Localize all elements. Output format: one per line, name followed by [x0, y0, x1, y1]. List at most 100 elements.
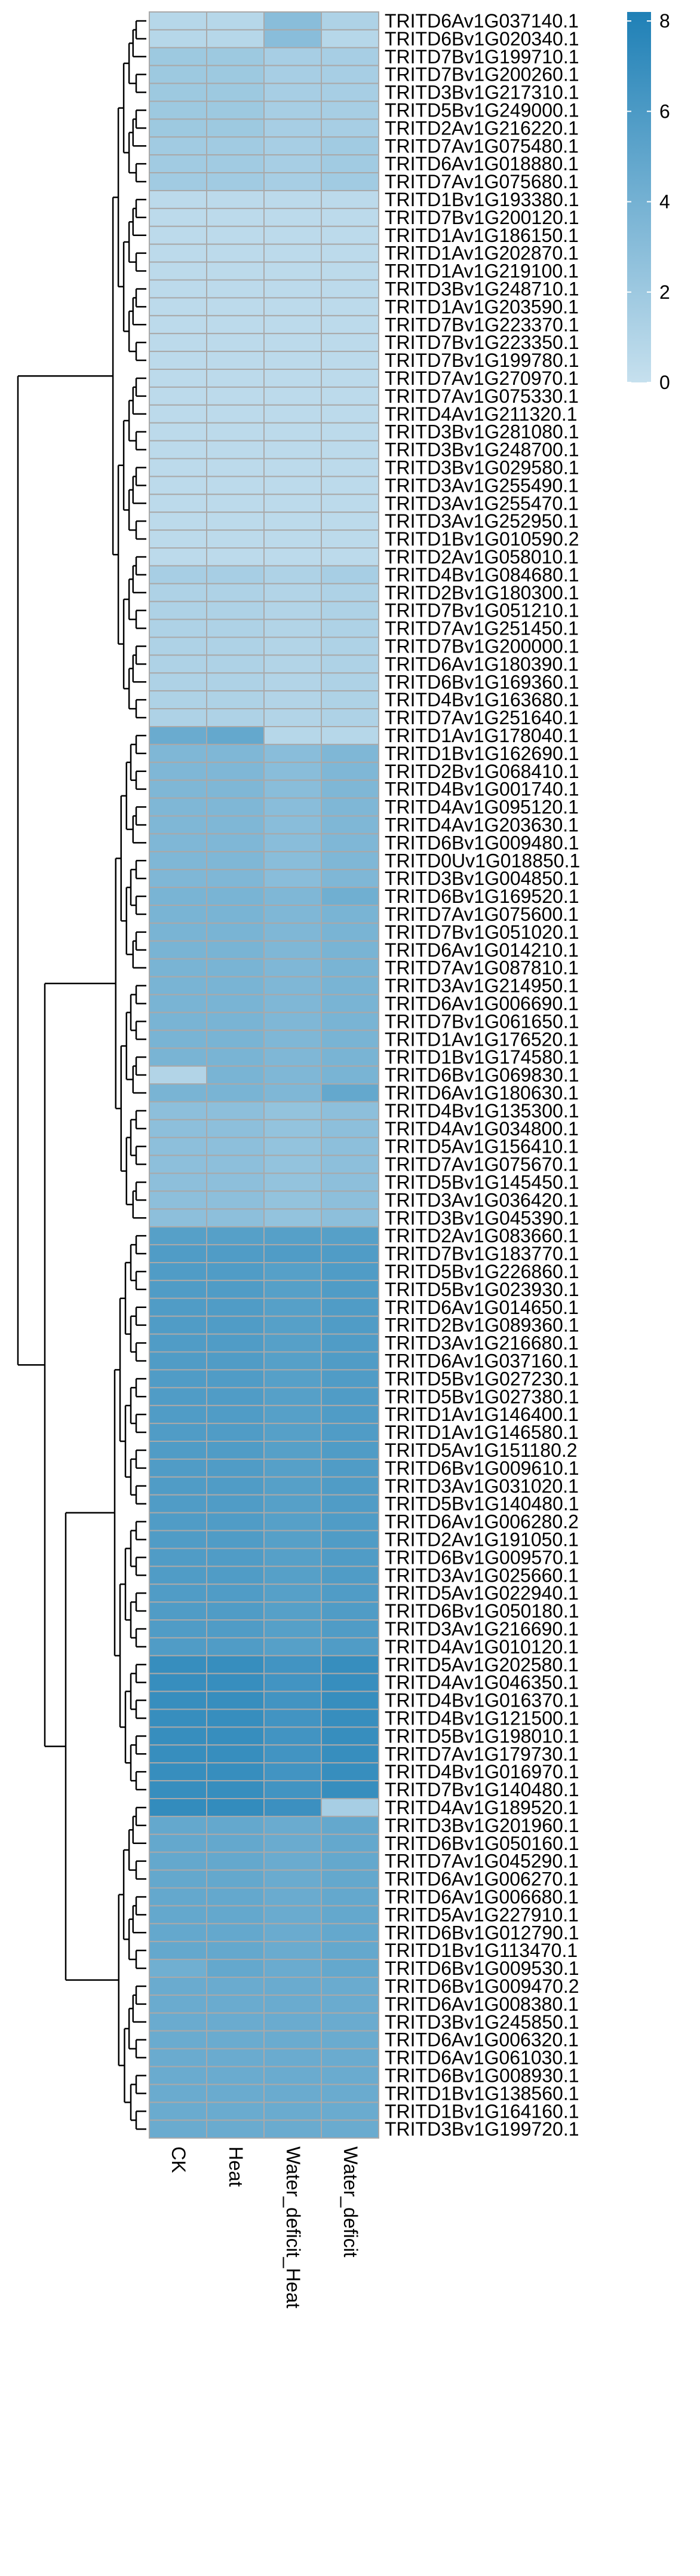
row-label: TRITD6Bv1G169520.1 — [385, 886, 579, 907]
heatmap-cell — [206, 1476, 265, 1496]
row-label: TRITD7Bv1G199780.1 — [385, 350, 579, 371]
legend-tick-label: 6 — [659, 100, 670, 122]
heatmap-cell — [321, 851, 379, 871]
row-label: TRITD3Bv1G248700.1 — [385, 439, 579, 461]
heatmap-cell — [263, 1154, 322, 1174]
row-label: TRITD6Av1G180390.1 — [385, 653, 579, 675]
heatmap-cell — [263, 743, 322, 763]
heatmap-cell — [149, 1923, 207, 1943]
heatmap-cell — [263, 333, 322, 353]
heatmap-cell — [263, 1833, 322, 1853]
row-label: TRITD6Av1G014650.1 — [385, 1297, 579, 1318]
row-label: TRITD6Av1G014210.1 — [385, 939, 579, 961]
heatmap-cell — [321, 404, 379, 424]
heatmap-cell — [206, 1566, 265, 1585]
heatmap-cell — [149, 1172, 207, 1192]
heatmap-cell — [321, 1690, 379, 1710]
heatmap-cell — [149, 601, 207, 620]
heatmap-cell — [206, 1780, 265, 1800]
heatmap-cell — [206, 905, 265, 924]
heatmap-cell — [206, 1994, 265, 2014]
row-label: TRITD0Uv1G018850.1 — [385, 850, 580, 871]
heatmap-cell — [149, 1601, 207, 1621]
heatmap-cell — [149, 1833, 207, 1853]
heatmap-cell — [149, 1637, 207, 1656]
row-label: TRITD6Av1G180630.1 — [385, 1082, 579, 1104]
heatmap-cell — [149, 1673, 207, 1692]
heatmap-cell — [149, 1441, 207, 1460]
heatmap-cell — [321, 887, 379, 906]
heatmap-cell — [321, 1190, 379, 1210]
row-label: TRITD5Bv1G145450.1 — [385, 1171, 579, 1193]
heatmap-cell — [206, 1083, 265, 1102]
heatmap-cell — [206, 1869, 265, 1889]
heatmap-cell — [321, 2012, 379, 2032]
heatmap-cell — [321, 1708, 379, 1728]
heatmap-cell — [206, 494, 265, 513]
heatmap-cell — [263, 1315, 322, 1335]
row-label: TRITD4Av1G203630.1 — [385, 814, 579, 835]
heatmap-cell — [321, 511, 379, 531]
heatmap-cell — [206, 815, 265, 835]
color-legend: 0 2 4 6 8 — [627, 10, 670, 393]
heatmap-cell — [149, 1583, 207, 1603]
heatmap-cell — [149, 511, 207, 531]
heatmap-cell — [263, 1512, 322, 1531]
heatmap-cell — [321, 922, 379, 942]
heatmap-cell — [321, 2030, 379, 2050]
heatmap-cell — [149, 1530, 207, 1549]
heatmap-cell — [321, 529, 379, 549]
heatmap-cell — [321, 1869, 379, 1889]
heatmap-cell — [206, 1441, 265, 1460]
row-label: TRITD3Bv1G245850.1 — [385, 2011, 579, 2033]
heatmap-cell — [263, 261, 322, 281]
heatmap-cell — [206, 2084, 265, 2103]
heatmap-cell — [149, 1959, 207, 1978]
heatmap-cell — [206, 1012, 265, 1031]
row-label: TRITD5Bv1G027230.1 — [385, 1368, 579, 1389]
heatmap-cell — [206, 547, 265, 566]
heatmap-cell — [321, 690, 379, 710]
heatmap-cell — [149, 1405, 207, 1425]
color-legend-ticks: 0 2 4 6 8 — [627, 10, 670, 393]
heatmap-cell — [149, 815, 207, 835]
heatmap-cell — [321, 1101, 379, 1120]
heatmap-cell — [206, 1798, 265, 1817]
row-label: TRITD6Av1G006690.1 — [385, 993, 579, 1014]
heatmap-cell — [149, 1548, 207, 1567]
heatmap-cell — [206, 1208, 265, 1228]
row-label: TRITD3Av1G036420.1 — [385, 1189, 579, 1211]
row-label: TRITD3Av1G214950.1 — [385, 975, 579, 997]
heatmap-cell — [149, 672, 207, 692]
row-label: TRITD6Av1G006320.1 — [385, 2029, 579, 2051]
heatmap-cell — [149, 1994, 207, 2014]
heatmap-cell — [263, 1994, 322, 2014]
heatmap-cell — [321, 29, 379, 48]
row-label: TRITD3Av1G025660.1 — [385, 1564, 579, 1586]
heatmap-cell — [263, 1708, 322, 1728]
heatmap-cell — [149, 1780, 207, 1800]
heatmap-cell — [321, 958, 379, 978]
heatmap-cell — [206, 1941, 265, 1961]
heatmap-cell — [149, 1905, 207, 1925]
heatmap-cell — [263, 1012, 322, 1031]
row-label: TRITD5Av1G202580.1 — [385, 1654, 579, 1676]
heatmap-cell — [149, 779, 207, 799]
row-label: TRITD5Bv1G226860.1 — [385, 1261, 579, 1282]
row-label: TRITD7Av1G087810.1 — [385, 957, 579, 979]
heatmap-cell — [149, 1315, 207, 1335]
heatmap-cell — [321, 1065, 379, 1085]
heatmap-cell — [321, 1959, 379, 1978]
heatmap-cell — [149, 1619, 207, 1638]
heatmap-cell — [206, 1744, 265, 1764]
heatmap-cell — [263, 940, 322, 960]
heatmap-cell — [206, 11, 265, 30]
heatmap-cell — [206, 1512, 265, 1531]
heatmap-cell — [206, 47, 265, 66]
row-label: TRITD5Bv1G023930.1 — [385, 1279, 579, 1300]
heatmap-cell — [263, 1655, 322, 1674]
heatmap-cell — [263, 511, 322, 531]
heatmap-cell — [263, 386, 322, 406]
heatmap-cell — [321, 1387, 379, 1407]
heatmap-cell — [149, 1065, 207, 1085]
